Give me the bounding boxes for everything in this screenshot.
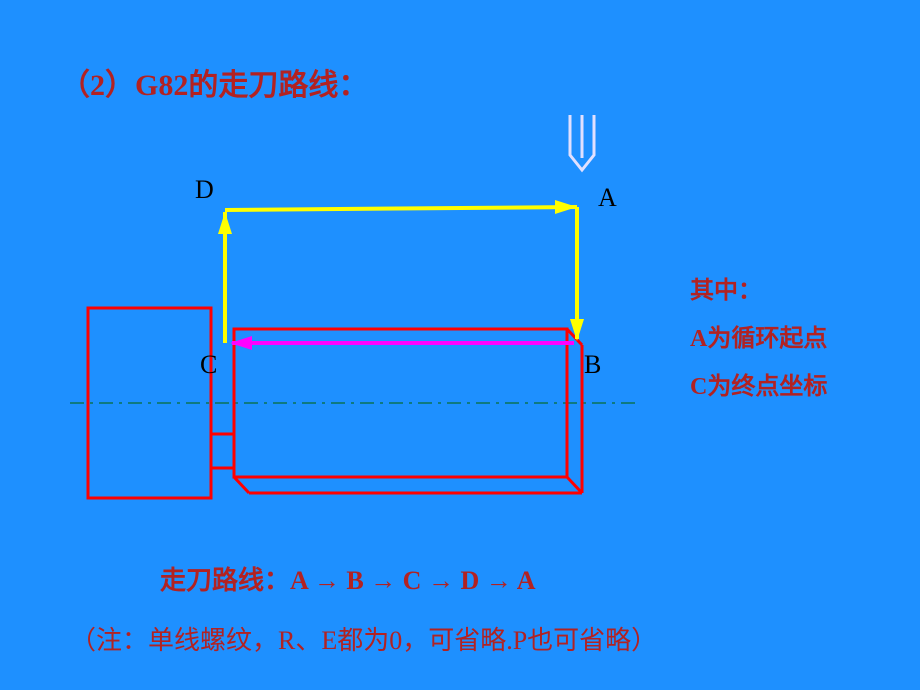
tool-path-sequence: 走刀路线：A → B → C → D → A [160,560,536,597]
side-note-heading: 其中： [690,270,762,305]
slide-canvas: （2）G82的走刀路线： D A C B 其中： A为循环起点 C为终点坐标 走… [0,0,920,690]
node-label-d: D [195,175,214,205]
node-label-a: A [598,183,617,213]
footnote: （注：单线螺纹，R、E都为0，可省略.P也可省略） [70,620,657,657]
side-note-point-a: A为循环起点 [690,318,827,353]
side-note-point-c: C为终点坐标 [690,366,827,401]
node-label-c: C [200,350,217,380]
node-label-b: B [584,350,601,380]
slide-title: （2）G82的走刀路线： [60,60,368,104]
